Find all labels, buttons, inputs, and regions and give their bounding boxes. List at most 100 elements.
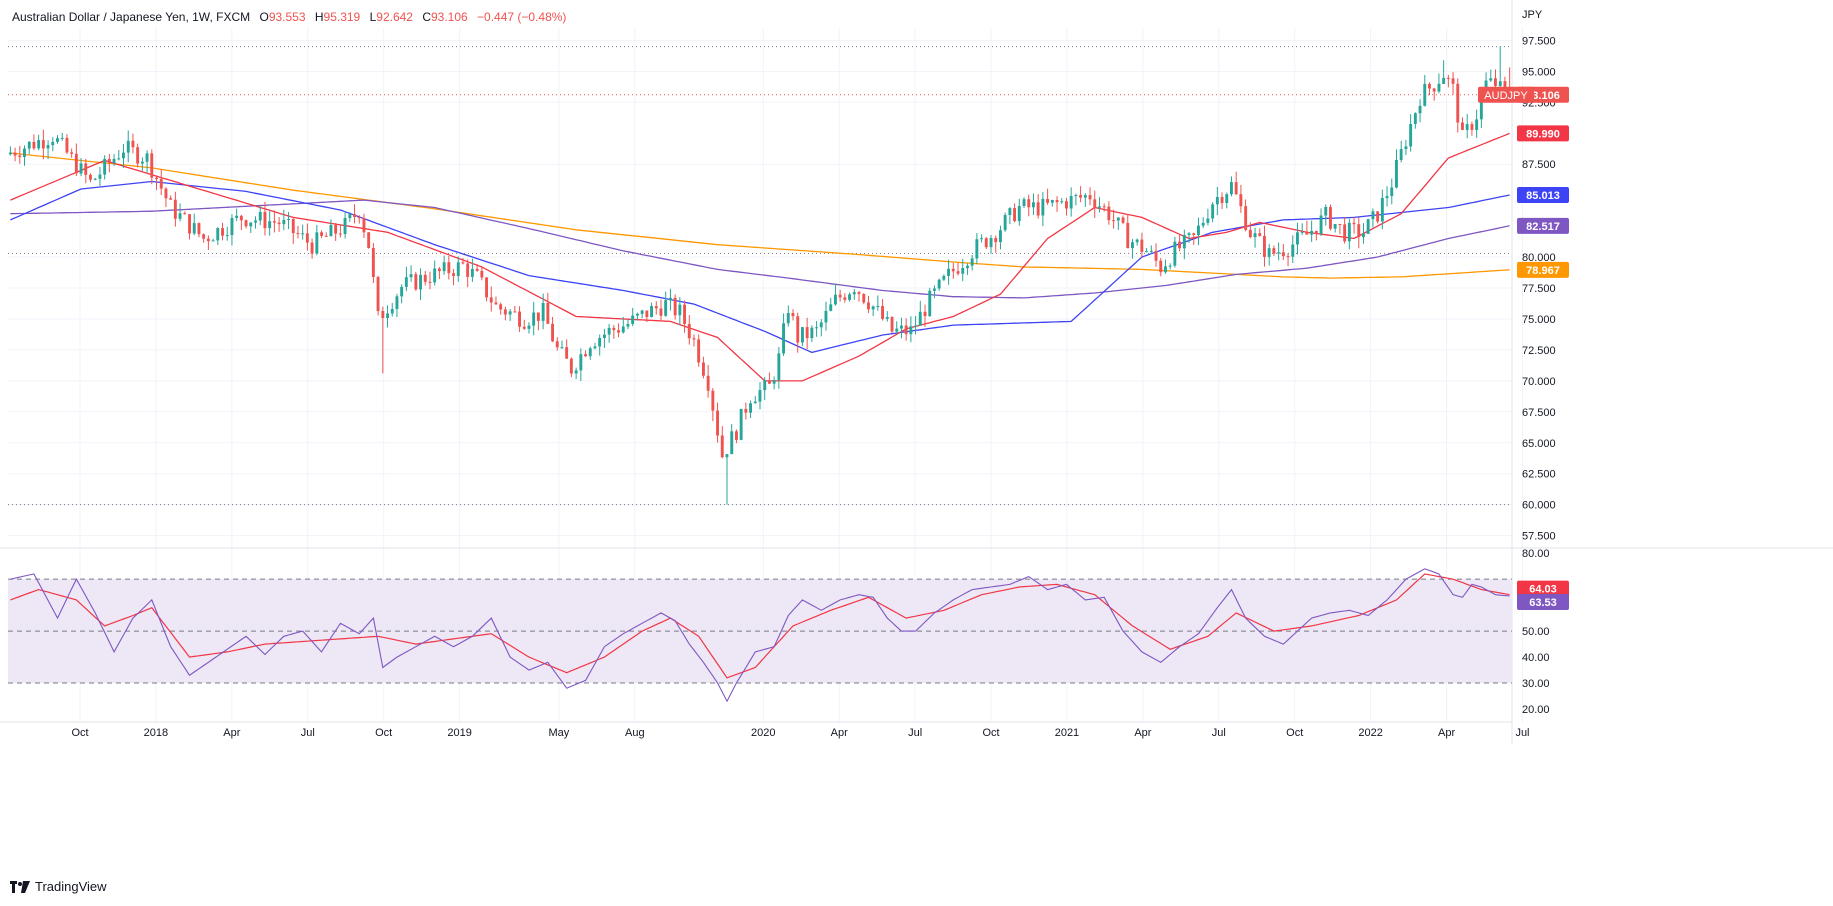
candle-up: [46, 145, 50, 149]
candle-down: [612, 327, 616, 331]
candle-down: [334, 225, 338, 234]
candle-up: [249, 222, 253, 227]
candle-down: [984, 238, 988, 248]
candle-up: [1300, 231, 1304, 233]
candle-up: [1385, 196, 1389, 199]
candle-up: [1060, 201, 1064, 203]
candle-up: [93, 178, 97, 180]
candle-up: [60, 137, 64, 139]
candle-down: [310, 242, 314, 254]
x-tick-label: Apr: [1134, 727, 1151, 739]
x-tick-label: Jul: [1515, 727, 1529, 739]
candle-down: [1314, 230, 1318, 234]
candle-up: [258, 211, 262, 221]
symbol-tag-bg: [1478, 86, 1534, 103]
candle-up: [122, 152, 125, 159]
candle-up: [640, 310, 644, 314]
y-tick-label: 97.500: [1522, 35, 1556, 47]
x-tick-label: Apr: [831, 727, 848, 739]
candle-up: [1116, 217, 1120, 221]
candle-up: [390, 309, 394, 314]
candle-up: [400, 286, 404, 297]
candle-up: [1168, 265, 1172, 267]
candle-down: [1456, 83, 1460, 123]
tradingview-logo[interactable]: TradingView: [10, 879, 107, 894]
candle-down: [956, 271, 960, 274]
candle-up: [1267, 248, 1271, 257]
candle-down: [1248, 229, 1252, 238]
symbol-legend: Australian Dollar / Japanese Yen, 1W, FX…: [12, 10, 566, 24]
candle-up: [1164, 266, 1167, 273]
candle-up: [1187, 233, 1191, 235]
candle-down: [805, 327, 809, 339]
candle-down: [381, 311, 385, 318]
candle-down: [423, 274, 427, 282]
candle-up: [145, 153, 149, 162]
candle-up: [1319, 215, 1323, 234]
candle-down: [1121, 217, 1125, 223]
rsi-tick-label: 80.00: [1522, 548, 1550, 560]
candle-down: [475, 268, 479, 271]
price-badge: 82.517: [1517, 217, 1569, 234]
price-badge: 85.013: [1517, 186, 1569, 203]
axes: Oct 2018 Apr Jul Oct 2019 May Aug 2020 Apr Jul Oct 2…: [71, 9, 1555, 739]
candle-down: [1281, 252, 1285, 257]
x-tick-label: Aug: [625, 727, 645, 739]
change-value: −0.447 (−0.48%): [477, 10, 567, 24]
candle-down: [1258, 233, 1262, 236]
candle-down: [1088, 195, 1092, 200]
candle-down: [1192, 233, 1196, 235]
price-badge-bg: [1517, 186, 1569, 203]
candle-up: [103, 158, 107, 175]
candle-up: [1003, 215, 1007, 231]
candle-up: [621, 326, 625, 333]
candle-down: [1178, 241, 1181, 249]
price-badge-bg: [1517, 261, 1569, 278]
candle-up: [1253, 233, 1257, 238]
candle-down: [263, 211, 267, 229]
candle-down: [881, 306, 884, 319]
x-tick-label: 2019: [447, 727, 471, 739]
candle-up: [636, 313, 639, 316]
candle-up: [1131, 242, 1134, 249]
candle-down: [70, 152, 74, 154]
candle-up: [329, 225, 333, 237]
candle-up: [1197, 225, 1200, 235]
candle-up: [433, 268, 437, 283]
candle-down: [65, 137, 69, 153]
candle-down: [1107, 206, 1111, 221]
candle-up: [112, 159, 116, 164]
x-tick-label: Apr: [223, 727, 240, 739]
candle-up: [900, 325, 903, 329]
open-value: 93.553: [268, 10, 306, 24]
candle-down: [697, 339, 701, 363]
price-badge-bg: [1517, 125, 1569, 142]
candle-down: [796, 316, 800, 343]
candle-up: [918, 311, 922, 326]
candle-up: [966, 265, 969, 269]
candle-up: [98, 174, 102, 179]
candle-down: [735, 431, 738, 440]
x-tick-label: Oct: [1286, 727, 1303, 739]
close-label: C: [422, 10, 431, 24]
candle-down: [1093, 199, 1097, 208]
candle-up: [8, 152, 12, 155]
candle-up: [819, 322, 823, 328]
rsi-line: [10, 568, 1510, 703]
candle-up: [975, 239, 979, 259]
candle-up: [678, 304, 682, 316]
rsi-pane: [8, 568, 1512, 703]
candle-down: [1102, 206, 1106, 208]
candle-down: [305, 233, 309, 243]
candle-down: [188, 214, 191, 234]
candle-up: [230, 218, 234, 236]
price-badge-text: 89.990: [1526, 128, 1560, 140]
candle-up: [739, 408, 743, 440]
candle-up: [801, 327, 804, 343]
price-badge-text: 82.517: [1526, 221, 1560, 233]
candle-up: [598, 338, 602, 347]
candle-down: [1503, 81, 1507, 90]
candle-down: [702, 362, 705, 376]
candle-up: [126, 140, 130, 153]
y-tick-label: 57.500: [1522, 531, 1556, 543]
